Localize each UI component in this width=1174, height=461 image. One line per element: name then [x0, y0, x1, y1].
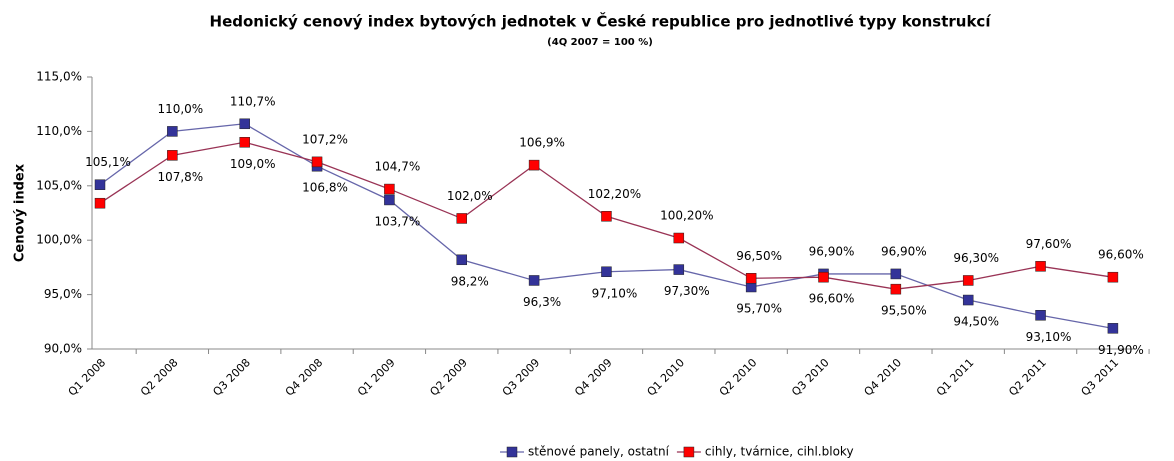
data-label: 103,7% [375, 214, 421, 228]
data-label: 93,10% [1026, 330, 1072, 344]
x-tick-label: Q3 2008 [210, 356, 253, 399]
marker [1107, 323, 1119, 334]
data-label: 106,9% [519, 136, 565, 150]
marker [601, 211, 612, 222]
data-label: 95,70% [736, 301, 782, 315]
marker [745, 273, 757, 284]
data-label: 97,60% [1026, 237, 1072, 251]
chart-subtitle: (4Q 2007 = 100 %) [547, 37, 653, 48]
data-label: 96,90% [809, 244, 855, 258]
marker [384, 194, 395, 206]
y-tick-label: 105,0% [36, 178, 82, 192]
marker [1107, 271, 1119, 283]
chart-title: Hedonický cenový index bytových jednotek… [210, 12, 992, 31]
data-label: 110,0% [157, 102, 203, 116]
data-label: 96,60% [1098, 248, 1144, 262]
marker [94, 197, 106, 209]
data-label: 96,3% [523, 295, 561, 309]
y-tick-label: 95,0% [44, 287, 82, 301]
data-label: 97,10% [592, 286, 638, 300]
x-tick-label: Q1 2008 [66, 356, 109, 399]
legend-label: stěnové panely, ostatní [528, 445, 670, 459]
data-label: 94,50% [953, 315, 999, 329]
x-tick-label: Q4 2010 [862, 356, 905, 399]
marker [528, 275, 540, 286]
marker [890, 268, 902, 280]
y-axis-title: Cenový index [13, 163, 28, 262]
data-label: 102,20% [588, 187, 641, 201]
data-label: 107,2% [302, 132, 348, 146]
data-label: 100,20% [660, 209, 713, 223]
legend-marker [506, 446, 518, 458]
marker [311, 156, 323, 168]
marker [239, 118, 250, 130]
data-label: 95,50% [881, 304, 927, 318]
x-tick-label: Q3 2010 [789, 356, 832, 399]
legend-label: cihly, tvárnice, cihl.bloky [705, 445, 854, 459]
data-label: 106,8% [302, 181, 348, 195]
x-tick-label: Q1 2011 [934, 356, 977, 399]
marker [167, 150, 178, 161]
marker [890, 283, 902, 295]
marker [167, 126, 178, 137]
data-label: 109,0% [230, 157, 276, 171]
data-label: 96,30% [953, 251, 999, 265]
data-label: 96,50% [736, 249, 782, 263]
x-tick-label: Q2 2009 [427, 356, 470, 399]
x-tick-label: Q3 2009 [500, 356, 543, 399]
marker [1035, 310, 1046, 321]
marker [528, 159, 540, 171]
y-tick-label: 100,0% [36, 233, 82, 247]
y-tick-label: 110,0% [36, 124, 82, 138]
data-label: 102,0% [447, 189, 493, 203]
marker [456, 213, 467, 224]
marker [456, 254, 467, 266]
data-label: 97,30% [664, 284, 710, 298]
marker [94, 179, 106, 190]
data-label: 110,7% [230, 94, 276, 108]
x-tick-label: Q1 2010 [645, 356, 688, 399]
marker [673, 232, 685, 244]
y-tick-label: 90,0% [44, 342, 82, 356]
data-label: 105,1% [85, 155, 131, 169]
marker [1035, 261, 1046, 272]
x-tick-label: Q1 2009 [355, 356, 398, 399]
marker [601, 266, 612, 278]
x-tick-label: Q2 2011 [1006, 356, 1049, 399]
data-label: 98,2% [451, 274, 489, 288]
x-tick-label: Q4 2008 [283, 356, 326, 399]
data-label: 107,8% [157, 170, 203, 184]
marker [239, 137, 250, 148]
x-tick-label: Q4 2009 [572, 356, 615, 399]
marker [673, 264, 685, 275]
x-tick-label: Q2 2010 [717, 356, 760, 399]
y-tick-label: 115,0% [36, 70, 82, 84]
data-label: 96,60% [809, 292, 855, 306]
data-label: 91,90% [1098, 343, 1144, 357]
legend-marker [683, 446, 695, 458]
marker [962, 275, 974, 286]
marker [818, 271, 829, 283]
marker [962, 294, 974, 306]
x-tick-label: Q3 2011 [1079, 356, 1122, 399]
data-label: 96,90% [881, 244, 927, 258]
x-tick-label: Q2 2008 [138, 356, 181, 399]
marker [384, 183, 395, 195]
data-label: 104,7% [375, 160, 421, 174]
